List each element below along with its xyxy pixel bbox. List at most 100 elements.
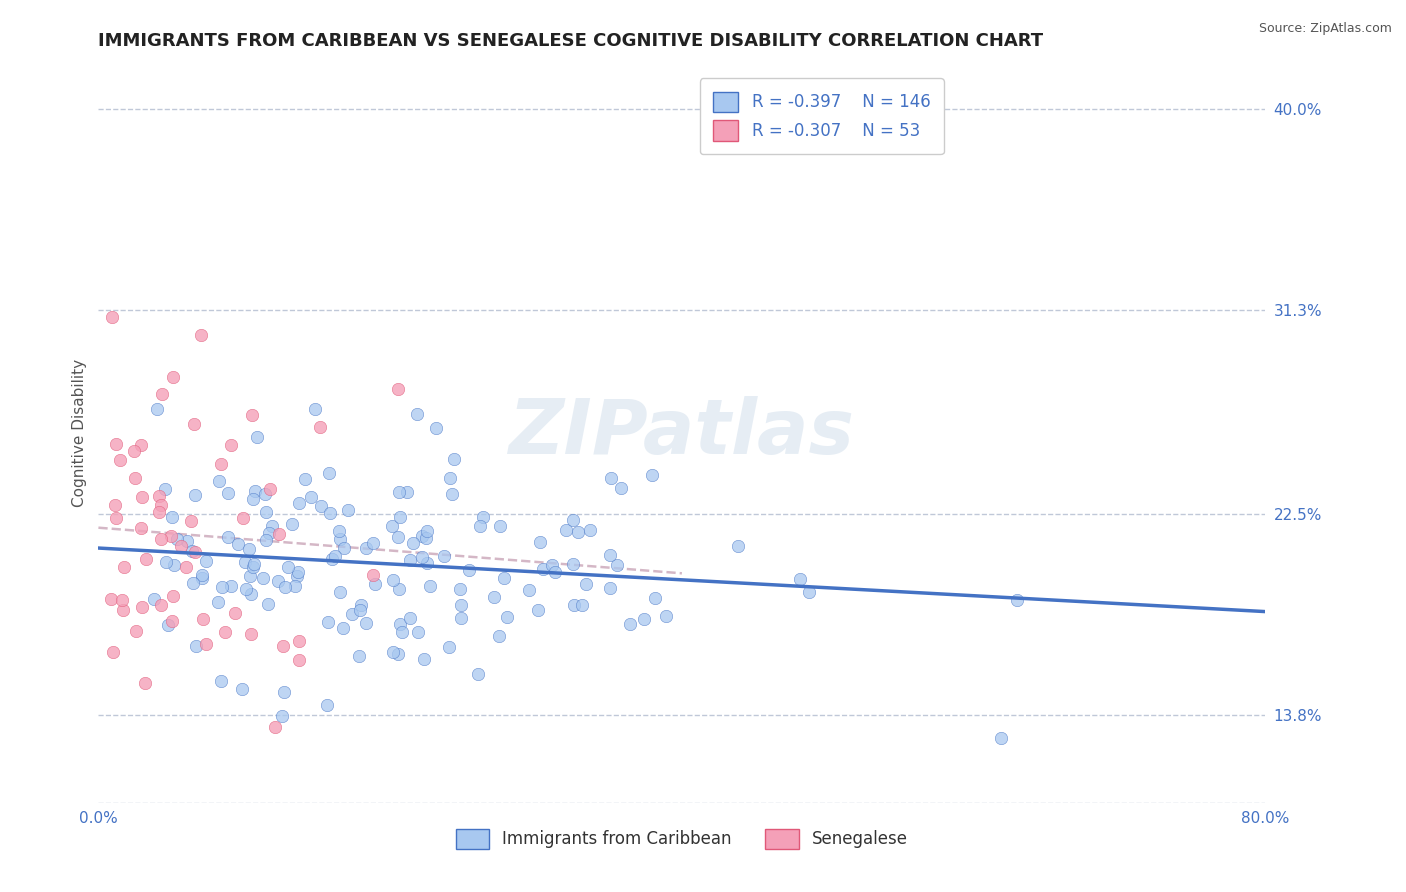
Point — [402, 536, 425, 550]
Text: IMMIGRANTS FROM CARIBBEAN VS SENEGALESE COGNITIVE DISABILITY CORRELATION CHART: IMMIGRANTS FROM CARIBBEAN VS SENEGALESE … — [98, 32, 1043, 50]
Point — [112, 603, 135, 617]
Point — [540, 558, 562, 572]
Point — [217, 485, 239, 500]
Point — [280, 516, 302, 531]
Point — [489, 519, 512, 533]
Point — [190, 328, 212, 343]
Point — [209, 673, 232, 688]
Point — [482, 591, 505, 605]
Point — [554, 523, 576, 537]
Point — [329, 532, 352, 546]
Point — [450, 598, 472, 612]
Point — [496, 610, 519, 624]
Point — [342, 607, 364, 621]
Point — [181, 576, 204, 591]
Point — [354, 616, 377, 631]
Point — [488, 629, 510, 643]
Point — [309, 499, 332, 513]
Point — [240, 409, 263, 423]
Point — [131, 599, 153, 614]
Point — [170, 539, 193, 553]
Point — [180, 544, 202, 558]
Point — [332, 621, 354, 635]
Point — [156, 618, 179, 632]
Point — [398, 610, 420, 624]
Point — [316, 615, 339, 629]
Point — [104, 498, 127, 512]
Point — [318, 467, 340, 481]
Point — [162, 369, 184, 384]
Point — [411, 529, 433, 543]
Point — [361, 567, 384, 582]
Point — [458, 563, 481, 577]
Point — [349, 603, 371, 617]
Point — [122, 443, 145, 458]
Point — [149, 498, 172, 512]
Point — [129, 438, 152, 452]
Point — [207, 594, 229, 608]
Point — [599, 582, 621, 596]
Point — [571, 598, 593, 612]
Point — [240, 587, 263, 601]
Point — [610, 481, 633, 495]
Point — [562, 557, 585, 571]
Point — [381, 518, 404, 533]
Point — [160, 614, 183, 628]
Point — [727, 539, 749, 553]
Text: Source: ZipAtlas.com: Source: ZipAtlas.com — [1258, 22, 1392, 36]
Point — [544, 565, 567, 579]
Y-axis label: Cognitive Disability: Cognitive Disability — [72, 359, 87, 507]
Point — [387, 530, 409, 544]
Point — [242, 491, 264, 506]
Point — [162, 589, 184, 603]
Point — [336, 503, 359, 517]
Point — [254, 533, 277, 547]
Point — [271, 640, 294, 654]
Point — [304, 402, 326, 417]
Point — [308, 419, 330, 434]
Point — [412, 652, 434, 666]
Point — [396, 484, 419, 499]
Point — [561, 513, 583, 527]
Point — [221, 438, 243, 452]
Point — [606, 558, 628, 573]
Point — [1005, 593, 1028, 607]
Point — [146, 402, 169, 417]
Point — [990, 731, 1012, 745]
Point — [567, 525, 589, 540]
Point — [328, 524, 350, 538]
Point — [260, 519, 283, 533]
Point — [350, 598, 373, 612]
Point — [381, 573, 404, 587]
Point — [387, 647, 409, 661]
Point — [527, 603, 550, 617]
Point — [111, 592, 134, 607]
Point — [533, 562, 555, 576]
Point — [214, 624, 236, 639]
Point — [284, 580, 307, 594]
Point — [406, 407, 429, 421]
Point — [239, 569, 262, 583]
Point — [191, 612, 214, 626]
Point — [243, 557, 266, 571]
Point — [150, 598, 173, 612]
Point — [209, 457, 232, 471]
Point — [270, 709, 292, 723]
Point — [180, 514, 202, 528]
Point — [411, 549, 433, 564]
Point — [246, 430, 269, 444]
Point — [149, 532, 172, 546]
Point — [190, 567, 212, 582]
Point — [789, 572, 811, 586]
Point — [100, 310, 122, 324]
Point — [148, 489, 170, 503]
Point — [285, 569, 308, 583]
Point — [155, 555, 177, 569]
Point — [259, 482, 281, 496]
Point — [103, 645, 125, 659]
Point — [441, 487, 464, 501]
Point — [277, 560, 299, 574]
Point — [150, 386, 173, 401]
Point — [529, 534, 551, 549]
Point — [361, 536, 384, 550]
